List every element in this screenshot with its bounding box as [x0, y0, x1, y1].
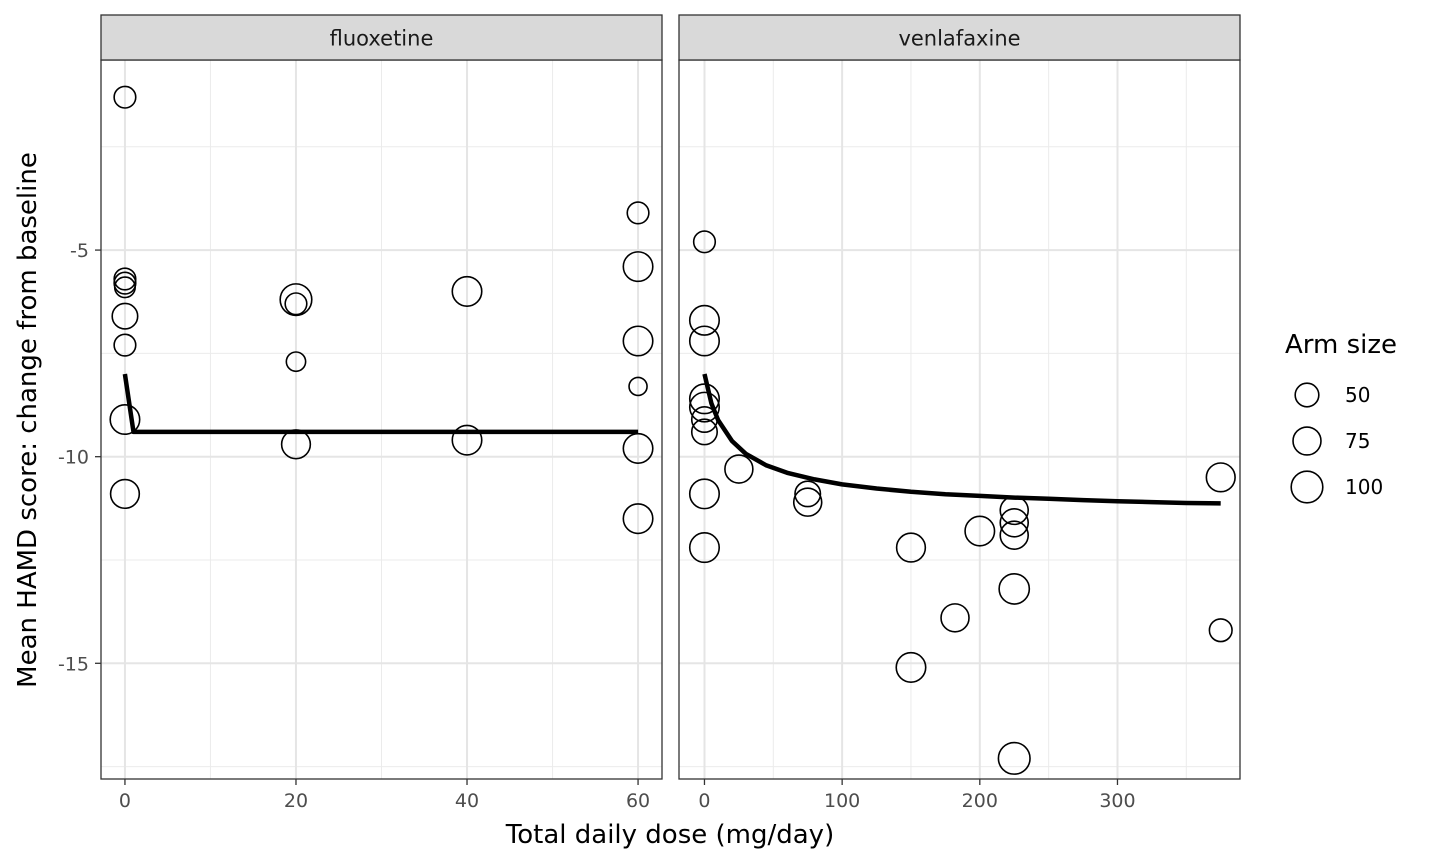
data-point	[688, 478, 721, 510]
data-point	[622, 251, 654, 283]
legend-key	[1292, 426, 1322, 456]
legend: Arm size 50 75 100	[1285, 330, 1397, 504]
legend-label: 75	[1345, 429, 1370, 453]
data-point	[626, 201, 650, 225]
data-point	[688, 383, 721, 415]
data-point	[794, 480, 822, 508]
data-point	[111, 302, 139, 330]
x-tick-label: 20	[284, 790, 308, 812]
data-point	[895, 651, 927, 683]
facet-strip-label: fluoxetine	[330, 27, 434, 51]
x-tick-label: 200	[962, 790, 998, 812]
data-point	[284, 292, 308, 316]
legend-label: 50	[1345, 383, 1370, 407]
data-point	[109, 478, 141, 510]
y-tick-label: -10	[58, 447, 89, 469]
data-point	[940, 603, 970, 633]
data-point	[688, 304, 721, 336]
data-point	[724, 454, 754, 484]
fitted-curve	[122, 373, 639, 435]
y-axis: -5 -10 -15	[58, 240, 101, 675]
data-point	[113, 333, 137, 357]
legend-label: 100	[1345, 475, 1383, 499]
data-point	[999, 508, 1029, 538]
facet-strip	[678, 14, 1241, 61]
x-axis-title: Total daily dose (mg/day)	[505, 820, 834, 850]
facet-strip	[100, 14, 663, 61]
data-point	[451, 275, 483, 307]
panels-layer: fluoxetine 0 20 40 60 venlafaxine 0 100 200 300	[100, 14, 1241, 812]
x-tick-label: 0	[698, 790, 710, 812]
data-point	[998, 573, 1031, 605]
data-point	[109, 403, 141, 436]
fitted-curve	[702, 373, 1221, 506]
facet-panel-venlafaxine: venlafaxine 0 100 200 300	[678, 14, 1241, 812]
x-tick-label: 0	[119, 790, 131, 812]
data-point	[895, 532, 927, 563]
y-axis-title: Mean HAMD score: change from baseline	[13, 152, 43, 688]
y-tick-label: -15	[58, 653, 89, 675]
legend-key	[1290, 470, 1324, 504]
data-point	[997, 741, 1031, 775]
x-tick-label: 300	[1099, 790, 1135, 812]
data-point	[113, 276, 136, 299]
data-point	[628, 376, 648, 397]
data-point	[999, 520, 1029, 550]
legend-title: Arm size	[1285, 330, 1397, 360]
data-point	[622, 325, 654, 357]
data-point	[964, 515, 996, 547]
data-point	[622, 503, 654, 535]
data-point	[792, 487, 823, 517]
data-point	[285, 351, 307, 373]
y-tick-label: -5	[70, 240, 89, 262]
x-tick-label: 40	[455, 790, 479, 812]
data-point	[113, 271, 137, 295]
data-point	[279, 283, 313, 317]
data-point	[1208, 618, 1233, 643]
data-point	[688, 325, 721, 357]
panel-background	[679, 60, 1240, 779]
x-tick-label: 100	[824, 790, 860, 812]
data-point	[113, 85, 137, 109]
data-point	[451, 424, 483, 456]
legend-key	[1294, 382, 1320, 408]
data-point	[1205, 462, 1236, 493]
data-point	[692, 230, 717, 254]
data-point	[690, 418, 719, 446]
x-tick-label: 60	[626, 790, 650, 812]
data-point	[688, 391, 721, 423]
facet-strip-label: venlafaxine	[898, 27, 1020, 51]
data-point	[688, 532, 721, 564]
facet-panel-fluoxetine: fluoxetine 0 20 40 60	[100, 14, 663, 812]
